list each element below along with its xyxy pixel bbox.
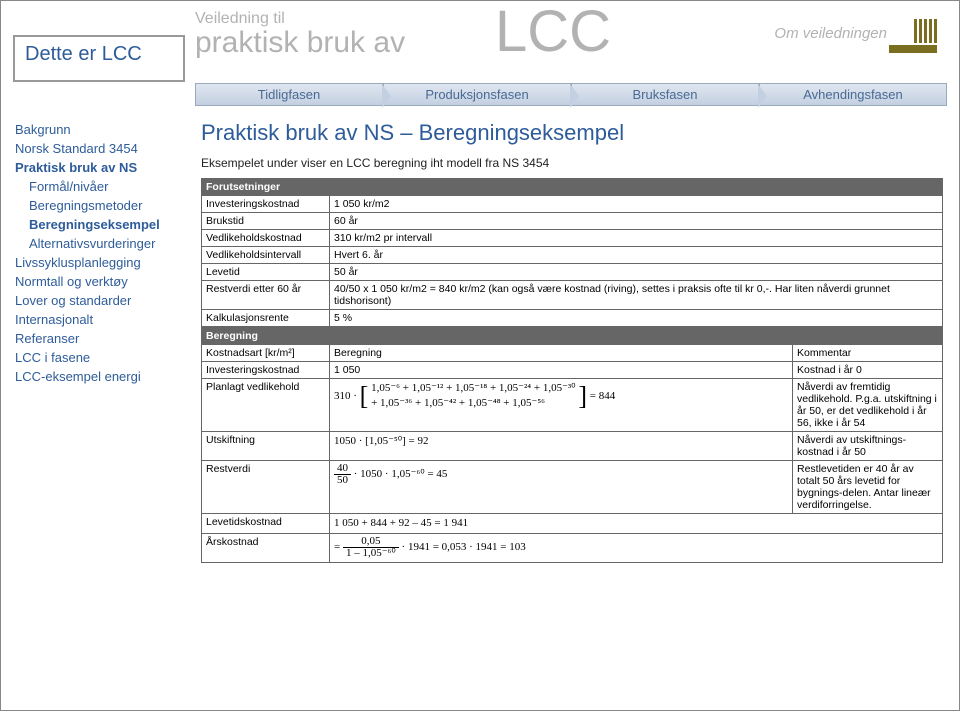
sidebar-item-referanser[interactable]: Referanser [15, 329, 191, 348]
sidebar-item-alt[interactable]: Alternativsvurderinger [15, 234, 191, 253]
lcc-box: Dette er LCC [13, 11, 185, 82]
formula-line1: 1,05⁻⁶ + 1,05⁻¹² + 1,05⁻¹⁸ + 1,05⁻²⁴ + 1… [371, 381, 576, 396]
calc-formula: 40 50 · 1050 · 1,05⁻⁶⁰ = 45 [330, 461, 793, 514]
sidebar-item-normtall[interactable]: Normtall og verktøy [15, 272, 191, 291]
calc-col-label: Kostnadsart [kr/m²] [202, 345, 330, 362]
assump-value: 40/50 x 1 050 kr/m2 = 840 kr/m2 (kan ogs… [330, 281, 943, 310]
calc-comment: Nåverdi av utskiftnings-kostnad i år 50 [793, 432, 943, 461]
assump-label: Vedlikeholdskostnad [202, 230, 330, 247]
table-row: Investeringskostnad 1 050 Kostnad i år 0 [202, 362, 943, 379]
assump-value: 310 kr/m2 pr intervall [330, 230, 943, 247]
table-row: Planlagt vedlikehold 310 · [ 1,05⁻⁶ + 1,… [202, 379, 943, 432]
table-row: Restverdi 40 50 · 1050 · 1,05⁻⁶⁰ = 45 Re… [202, 461, 943, 514]
assump-label: Levetid [202, 264, 330, 281]
sidebar-item-bakgrunn[interactable]: Bakgrunn [15, 120, 191, 139]
sidebar-item-internasjonalt[interactable]: Internasjonalt [15, 310, 191, 329]
formula-expr: 1 050 + 844 + 92 – 45 = 1 941 [334, 517, 468, 529]
table-row: Kalkulasjonsrente5 % [202, 310, 943, 327]
assump-label: Kalkulasjonsrente [202, 310, 330, 327]
assump-value: 60 år [330, 213, 943, 230]
logo: multiconsult [889, 19, 937, 53]
sidebar-item-praktisk[interactable]: Praktisk bruk av NS [15, 158, 191, 177]
assump-value: 5 % [330, 310, 943, 327]
sidebar-item-livssyklus[interactable]: Livssyklusplanlegging [15, 253, 191, 272]
calc-header: Beregning [202, 328, 943, 345]
calc-comment: Nåverdi av fremtidig vedlikehold. P.g.a.… [793, 379, 943, 432]
about-link[interactable]: Om veiledningen [774, 25, 887, 42]
formula-prefix: 310 · [334, 390, 357, 402]
calculation-table: Beregning Kostnadsart [kr/m²] Beregning … [201, 327, 943, 563]
frac-den: 1 – 1,05⁻⁶⁰ [343, 548, 399, 559]
big-lcc: LCC [495, 3, 611, 61]
tab-produksjonsfasen[interactable]: Produksjonsfasen [383, 83, 571, 106]
formula-eq: = [334, 541, 340, 553]
table-row: Vedlikeholdskostnad310 kr/m2 pr interval… [202, 230, 943, 247]
page: Dette er LCC Veiledning til praktisk bru… [0, 0, 960, 711]
phase-tabs: Tidligfasen Produksjonsfasen Bruksfasen … [195, 83, 947, 106]
calc-label: Utskiftning [202, 432, 330, 461]
table-row: Restverdi etter 60 år40/50 x 1 050 kr/m2… [202, 281, 943, 310]
sidebar-item-metoder[interactable]: Beregningsmetoder [15, 196, 191, 215]
formula-tail: · 1941 = 0,053 · 1941 = 103 [402, 541, 526, 553]
table-row: Utskiftning 1050 · [1,05⁻⁵⁰] = 92 Nåverd… [202, 432, 943, 461]
calc-label: Planlagt vedlikehold [202, 379, 330, 432]
calc-formula: 1 050 + 844 + 92 – 45 = 1 941 [330, 514, 943, 534]
example-description: Eksempelet under viser en LCC beregning … [201, 156, 943, 170]
calc-label: Investeringskostnad [202, 362, 330, 379]
sidebar-item-fasene[interactable]: LCC i fasene [15, 348, 191, 367]
calc-comment: Kostnad i år 0 [793, 362, 943, 379]
page-title: Praktisk bruk av NS – Beregningseksempel [201, 120, 943, 146]
content: Praktisk bruk av NS – Beregningseksempel… [195, 114, 947, 714]
calc-col-comment: Kommentar [793, 345, 943, 362]
tab-bruksfasen[interactable]: Bruksfasen [571, 83, 759, 106]
assump-label: Brukstid [202, 213, 330, 230]
lcc-box-title: Dette er LCC [25, 43, 177, 66]
calc-comment: Restlevetiden er 40 år av totalt 50 års … [793, 461, 943, 514]
assumptions-table: Forutsetninger Investeringskostnad1 050 … [201, 178, 943, 327]
logo-bars-icon [914, 19, 937, 43]
calc-formula: = 0,05 1 – 1,05⁻⁶⁰ · 1941 = 0,053 · 1941… [330, 534, 943, 563]
assump-label: Vedlikeholdsintervall [202, 247, 330, 264]
formula-result: = 844 [590, 390, 615, 402]
sidebar-item-ns3454[interactable]: Norsk Standard 3454 [15, 139, 191, 158]
calc-formula: 310 · [ 1,05⁻⁶ + 1,05⁻¹² + 1,05⁻¹⁸ + 1,0… [330, 379, 793, 432]
title-block: Veiledning til praktisk bruk av LCC Om v… [185, 11, 947, 58]
calc-label: Levetidskostnad [202, 514, 330, 534]
assump-value: 1 050 kr/m2 [330, 196, 943, 213]
main: Bakgrunn Norsk Standard 3454 Praktisk br… [13, 114, 947, 714]
calc-formula: 1050 · [1,05⁻⁵⁰] = 92 [330, 432, 793, 461]
header: Dette er LCC Veiledning til praktisk bru… [13, 11, 947, 83]
table-row: Brukstid60 år [202, 213, 943, 230]
sidebar-item-energi[interactable]: LCC-eksempel energi [15, 367, 191, 386]
sidebar-item-lover[interactable]: Lover og standarder [15, 291, 191, 310]
calc-label: Årskostnad [202, 534, 330, 563]
formula-expr: 1050 · [1,05⁻⁵⁰] = 92 [334, 435, 429, 447]
table-row: Kostnadsart [kr/m²] Beregning Kommentar [202, 345, 943, 362]
calc-value: 1 050 [330, 362, 793, 379]
sidebar-item-formal[interactable]: Formål/nivåer [15, 177, 191, 196]
assump-label: Restverdi etter 60 år [202, 281, 330, 310]
sidebar-item-eksempel[interactable]: Beregningseksempel [15, 215, 191, 234]
assump-label: Investeringskostnad [202, 196, 330, 213]
table-row: Årskostnad = 0,05 1 – 1,05⁻⁶⁰ · 1941 = 0… [202, 534, 943, 563]
table-row: VedlikeholdsintervallHvert 6. år [202, 247, 943, 264]
logo-text: multiconsult [889, 45, 937, 53]
formula-line2: + 1,05⁻³⁶ + 1,05⁻⁴² + 1,05⁻⁴⁸ + 1,05⁻⁵⁶ [371, 396, 576, 411]
tab-avhendingsfasen[interactable]: Avhendingsfasen [759, 83, 947, 106]
assump-value: 50 år [330, 264, 943, 281]
assumptions-header: Forutsetninger [202, 179, 943, 196]
table-row: Investeringskostnad1 050 kr/m2 [202, 196, 943, 213]
table-row: Levetidskostnad 1 050 + 844 + 92 – 45 = … [202, 514, 943, 534]
frac-den: 50 [334, 475, 351, 486]
tab-tidligfasen[interactable]: Tidligfasen [195, 83, 383, 106]
assump-value: Hvert 6. år [330, 247, 943, 264]
formula-tail: · 1050 · 1,05⁻⁶⁰ = 45 [354, 468, 448, 480]
calc-label: Restverdi [202, 461, 330, 514]
sidebar: Bakgrunn Norsk Standard 3454 Praktisk br… [13, 114, 195, 714]
table-row: Levetid50 år [202, 264, 943, 281]
calc-col-calc: Beregning [330, 345, 793, 362]
